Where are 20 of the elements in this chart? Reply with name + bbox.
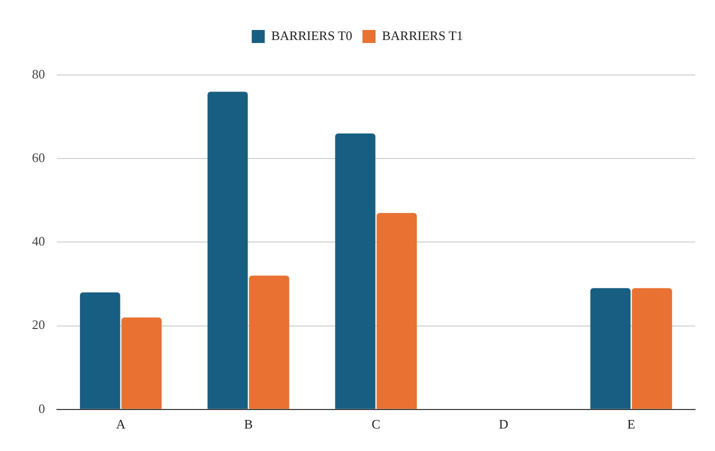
y-tick-label: 80 [32, 66, 45, 82]
x-tick-label: C [372, 416, 380, 432]
bar [590, 288, 631, 409]
bar [80, 292, 120, 409]
x-tick-label: D [498, 416, 508, 432]
y-tick-label: 40 [32, 234, 45, 249]
bar [376, 212, 417, 409]
y-tick-label: 60 [32, 150, 45, 166]
x-tick-label: A [116, 416, 126, 432]
y-tick-label: 20 [32, 317, 45, 332]
bar [335, 134, 376, 409]
bar [121, 317, 162, 409]
legend-label: BARRIERS T1 [382, 28, 464, 43]
bar [632, 288, 672, 409]
y-tick-label: 0 [38, 400, 45, 416]
bar [208, 92, 248, 409]
bar [249, 276, 290, 409]
x-tick-label: E [627, 416, 636, 432]
legend-label: BARRIERS T0 [271, 28, 352, 43]
x-tick-label: B [244, 416, 254, 432]
